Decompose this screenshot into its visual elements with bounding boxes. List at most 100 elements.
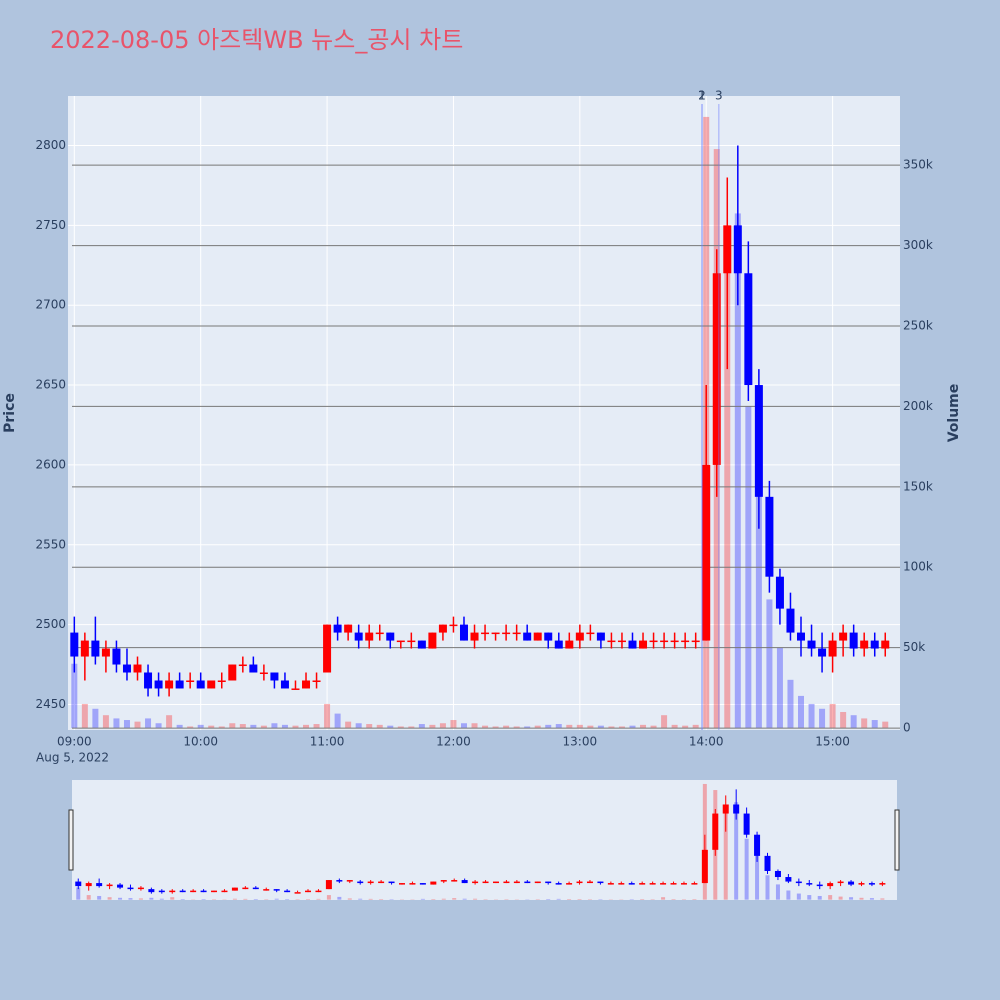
volume-bar [798, 695, 805, 729]
volume-bar [640, 724, 647, 729]
slider-candle-body [106, 884, 113, 887]
slider-volume-bar [441, 898, 446, 900]
slider-candle-body [597, 881, 604, 884]
candle-body [754, 385, 763, 497]
volume-bar [587, 725, 594, 729]
volume-bar [882, 721, 889, 729]
volume-bar [355, 723, 362, 729]
volume-bar [471, 723, 478, 729]
slider-volume-bar [577, 899, 582, 900]
candle-body [870, 640, 879, 649]
volume-bar [250, 724, 257, 729]
volume-bar [524, 726, 531, 729]
slider-candle-body [712, 813, 719, 850]
volume-bar [661, 715, 668, 729]
slider-volume-bar [452, 898, 457, 900]
range-handle-left[interactable] [68, 809, 74, 871]
slider-candle-body [263, 889, 270, 891]
volume-bar [92, 708, 99, 729]
slider-candle-body [284, 890, 291, 893]
slider-candle-body [96, 883, 103, 887]
candle-body [586, 632, 595, 635]
slider-volume-bar [671, 899, 676, 900]
volume-bar [545, 724, 552, 729]
slider-volume-bar [316, 898, 321, 900]
volume-bar [566, 724, 573, 729]
y-tick-label: 2500 [35, 617, 66, 631]
volume-bar [166, 715, 173, 729]
slider-volume-bar [556, 898, 561, 900]
candle-body [228, 664, 237, 681]
slider-candle-body [754, 834, 761, 856]
slider-volume-bar [869, 898, 874, 900]
volume-bar [776, 647, 783, 729]
slider-candle-body [252, 887, 259, 890]
slider-candle-body [701, 849, 708, 884]
slider-volume-bar [337, 896, 342, 900]
candle-body [818, 648, 827, 657]
volume-bar [113, 718, 120, 729]
candle-body [428, 632, 437, 649]
range-handle-right[interactable] [894, 809, 900, 871]
y-tick-label: 2650 [35, 378, 66, 392]
volume-bar [482, 725, 489, 729]
volume-bar [71, 663, 78, 729]
candle-body [839, 632, 848, 641]
chart-title: 2022-08-05 아즈텍WB 뉴스_공시 차트 [50, 26, 463, 54]
candle-body [154, 680, 163, 689]
slider-volume-bar [431, 899, 436, 900]
candle-body [217, 680, 226, 682]
candle-body [144, 672, 153, 689]
candle-body [396, 640, 405, 643]
x-tick-label: 10:00 [183, 735, 218, 749]
candle-body [596, 632, 605, 641]
date-label: Aug 5, 2022 [36, 751, 109, 765]
slider-candle-body [827, 883, 834, 887]
slider-volume-bar [201, 899, 206, 900]
slider-volume-bar [838, 896, 843, 900]
slider-candle-body [618, 883, 625, 885]
slider-candle-body [440, 880, 447, 882]
volume-bar [313, 724, 320, 729]
volume-bar [292, 725, 299, 729]
slider-volume-bar [180, 899, 185, 900]
y2-tick-label: 200k [903, 399, 933, 413]
volume-bar [102, 715, 109, 729]
candle-body [797, 632, 806, 641]
slider-candle-body [795, 881, 802, 884]
slider-candle-body [722, 804, 729, 814]
candle-body [186, 680, 195, 682]
candle-body [533, 632, 542, 641]
slider-volume-bar [306, 899, 311, 900]
slider-candle-body [148, 889, 155, 893]
y2-axis-title: Volume [946, 384, 962, 443]
volume-bar [187, 726, 194, 729]
volume-bar [576, 724, 583, 729]
candle-body [607, 640, 616, 643]
x-tick-label: 09:00 [57, 735, 92, 749]
volume-bar [597, 725, 604, 729]
y2-tick-label: 50k [903, 640, 925, 654]
volume-bar [123, 720, 130, 729]
slider-volume-bar [420, 898, 425, 900]
candle-body [354, 632, 363, 641]
candle-body [386, 632, 395, 641]
volume-bar [387, 725, 394, 729]
slider-candle-body [357, 881, 364, 884]
slider-volume-bar [274, 898, 279, 900]
slider-candle-body [743, 813, 750, 835]
volume-bar [397, 726, 404, 729]
candle-body [238, 664, 247, 667]
slider-candle-body [691, 883, 698, 885]
candle-body [523, 632, 532, 641]
candle-body [512, 632, 521, 635]
slider-volume-bar [849, 897, 854, 900]
x-tick-label: 11:00 [310, 735, 345, 749]
volume-bar [850, 715, 857, 729]
slider-volume-bar [796, 893, 801, 900]
slider-candle-body [503, 881, 510, 884]
candle-body [712, 273, 721, 465]
candle-body [417, 640, 426, 649]
slider-candle-body [555, 883, 562, 885]
volume-bar [229, 723, 236, 729]
